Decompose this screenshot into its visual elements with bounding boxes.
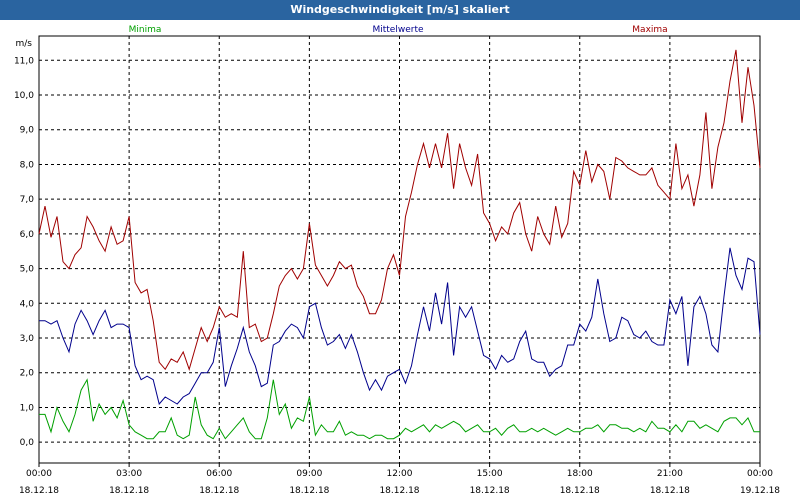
y-tick-label: 4,0 bbox=[20, 299, 35, 309]
chart-title: Windgeschwindigkeit [m/s] skaliert bbox=[290, 3, 510, 16]
x-tick-date: 18.12.18 bbox=[19, 486, 59, 496]
series-line-minima bbox=[39, 378, 760, 440]
legend-mittelwerte: Mittelwerte bbox=[372, 25, 423, 35]
y-axis: 0,0 1,0 2,0 3,0 4,0 5,0 6,0 7,0 8,0 9,0 10,0 11,0 bbox=[14, 56, 34, 448]
x-tick-date: 19.12.18 bbox=[740, 486, 780, 496]
x-tick-date: 18.12.18 bbox=[650, 486, 690, 496]
x-tick-time: 06:00 bbox=[206, 469, 232, 479]
x-tick-time: 03:00 bbox=[116, 469, 142, 479]
grid bbox=[39, 36, 760, 463]
legend-maxima: Maxima bbox=[632, 25, 667, 35]
y-tick-label: 5,0 bbox=[20, 265, 35, 275]
series-line-mittelwerte bbox=[39, 247, 761, 406]
x-tick-time: 12:00 bbox=[387, 469, 413, 479]
x-tick-time: 00:00 bbox=[747, 469, 773, 479]
y-tick-label: 7,0 bbox=[20, 195, 35, 205]
x-tick-time: 21:00 bbox=[657, 469, 683, 479]
legend-minima: Minima bbox=[129, 25, 162, 35]
x-tick-date: 18.12.18 bbox=[289, 486, 329, 496]
y-tick-label: 1,0 bbox=[20, 403, 35, 413]
y-tick-label: 9,0 bbox=[20, 126, 35, 136]
x-tick-time: 09:00 bbox=[296, 469, 322, 479]
x-tick-time: 15:00 bbox=[477, 469, 503, 479]
x-tick-date: 18.12.18 bbox=[199, 486, 239, 496]
x-tick-date: 18.12.18 bbox=[379, 486, 419, 496]
x-axis: 00:00 18.12.18 03:00 18.12.18 06:00 18.12.18 0… bbox=[19, 463, 780, 496]
chart-title-bar: Windgeschwindigkeit [m/s] skaliert bbox=[0, 0, 800, 20]
series-line-maxima bbox=[38, 49, 761, 371]
x-tick-date: 18.12.18 bbox=[470, 486, 510, 496]
y-tick-label: 6,0 bbox=[20, 230, 35, 240]
x-tick-date: 18.12.18 bbox=[109, 486, 149, 496]
y-tick-label: 3,0 bbox=[20, 334, 35, 344]
y-tick-label: 10,0 bbox=[14, 91, 34, 101]
x-tick-date: 18.12.18 bbox=[560, 486, 600, 496]
y-tick-label: 0,0 bbox=[20, 438, 35, 448]
y-tick-label: 8,0 bbox=[20, 160, 35, 170]
x-tick-time: 00:00 bbox=[26, 469, 52, 479]
y-tick-label: 11,0 bbox=[14, 56, 34, 66]
series-lines bbox=[38, 49, 761, 440]
y-axis-label: m/s bbox=[16, 39, 33, 49]
x-tick-time: 18:00 bbox=[567, 469, 593, 479]
y-tick-label: 2,0 bbox=[20, 369, 35, 379]
